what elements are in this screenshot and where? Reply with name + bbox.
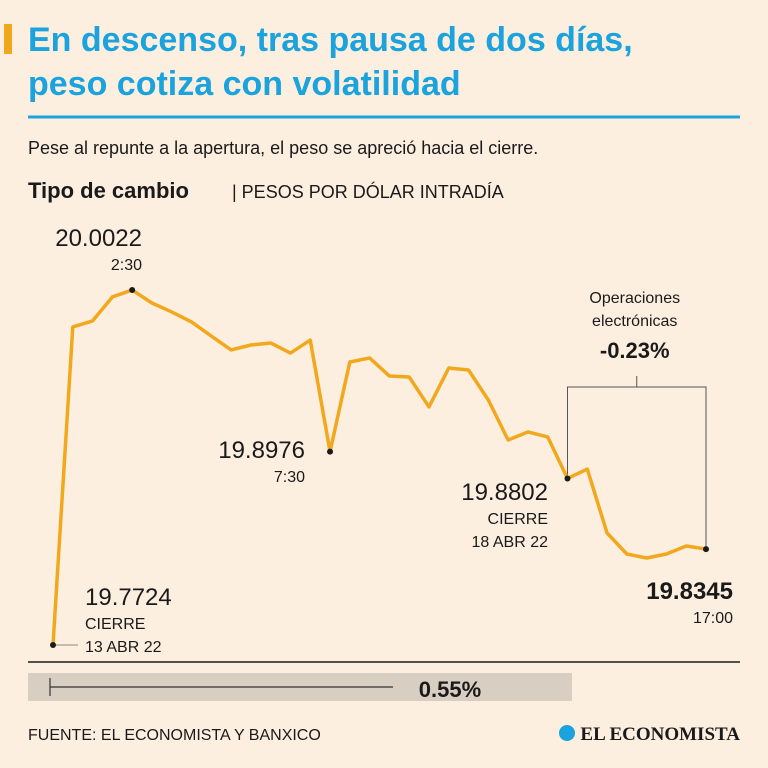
point [129,287,136,293]
point-note: 13 ABR 22 [85,639,162,656]
source: FUENTE: EL ECONOMISTA Y BANXICO [28,727,321,744]
brand: EL ECONOMISTA [580,724,740,745]
chart-title: peso cotiza con volatilidad [28,65,461,103]
point [50,642,56,648]
value-label: 19.8976 [218,437,305,464]
bracket-label: electrónicas [592,313,677,330]
subtitle: Pese al repunte a la apertura, el peso s… [28,138,538,158]
chart-title: En descenso, tras pausa de dos días, [28,21,633,59]
bracket [566,376,707,550]
chart-heading: Tipo de cambio [28,178,189,203]
point-note: 18 ABR 22 [472,534,549,551]
point [703,546,709,553]
bracket-label: Operaciones [589,290,680,307]
total-change: 0.55% [419,677,481,702]
value-label: 19.7724 [85,584,172,611]
value-label: 19.8345 [646,578,733,605]
time-label: 17:00 [693,610,733,627]
bracket-value: -0.23% [600,338,670,363]
brand-icon [559,725,575,741]
unit-label: | PESOS POR DÓLAR INTRADÍA [232,181,504,202]
time-label: 2:30 [111,257,142,274]
line [51,288,707,646]
accent-bar [4,24,12,54]
value-label: 20.0022 [55,225,142,252]
time-label: 7:30 [274,469,305,486]
point-note: CIERRE [488,511,548,528]
value-label: 19.8802 [461,479,548,506]
point [327,448,334,455]
point [564,475,571,482]
point-note: CIERRE [85,616,145,633]
